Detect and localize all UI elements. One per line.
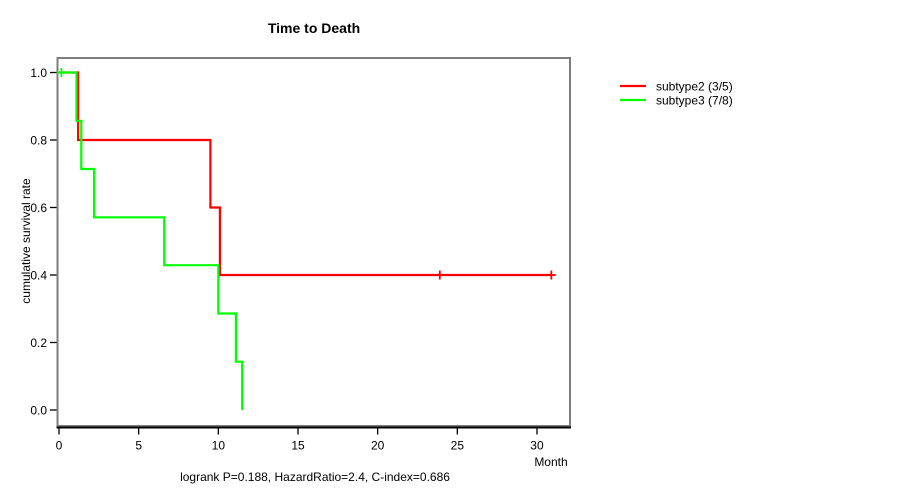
plot-box [56,57,571,427]
y-axis-label: cumulative survival rate [19,178,33,304]
y-tick-label: 0.8 [30,133,47,147]
survival-curve-subtype2 [59,71,552,277]
x-tick-label: 25 [451,439,465,453]
x-tick-label: 0 [56,439,63,453]
y-tick-label: 0.4 [30,268,47,282]
x-axis-label: Month [534,455,567,469]
stats-annotation: logrank P=0.188, HazardRatio=2.4, C-inde… [180,470,450,484]
x-tick-label: 20 [371,439,385,453]
legend: subtype2 (3/5) subtype3 (7/8) [620,80,733,108]
survival-curve-subtype3 [59,71,244,410]
y-tick-label: 1.0 [30,66,47,80]
legend-item-label-subtype3: subtype3 (7/8) [656,94,733,108]
plot-area: 0 5 10 15 20 25 30 1.0 0.8 0.6 0.4 0.2 0.0 [30,57,571,453]
legend-item-label-subtype2: subtype2 (3/5) [656,80,733,94]
y-tick-label: 0.2 [30,336,47,350]
y-tick-label: 0.6 [30,201,47,215]
x-tick-label: 5 [135,439,142,453]
chart-title: Time to Death [268,20,360,36]
y-tick-label: 0.0 [30,403,47,417]
x-tick-label: 30 [530,439,544,453]
x-tick-label: 10 [212,439,226,453]
x-tick-label: 15 [291,439,305,453]
